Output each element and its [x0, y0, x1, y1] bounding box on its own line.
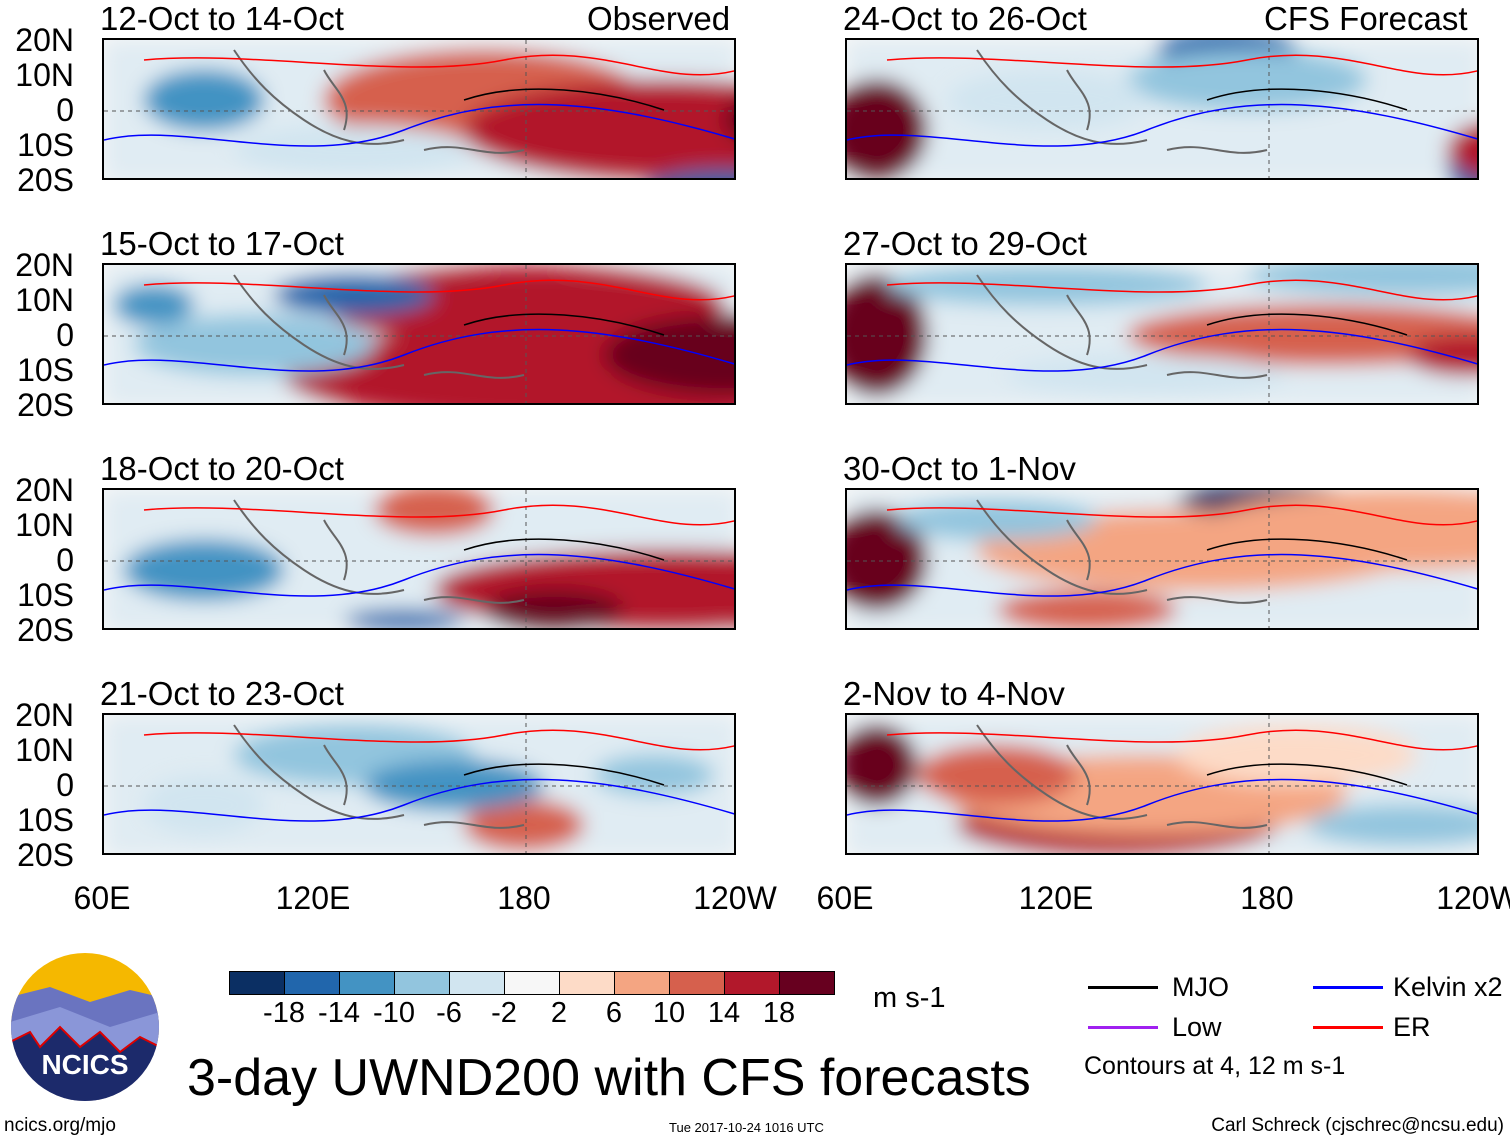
colorbar-label: 6	[605, 997, 623, 1029]
colorbar-label: 14	[707, 997, 741, 1029]
panel-title: 30-Oct to 1-Nov	[843, 450, 1076, 487]
lat-label: 10S	[17, 127, 74, 163]
panel-title: 27-Oct to 29-Oct	[843, 225, 1087, 262]
lon-label: 60E	[73, 880, 131, 916]
colorbar-swatch	[560, 972, 615, 994]
colorbar-label: -18	[263, 997, 305, 1029]
lat-label: 10N	[15, 732, 74, 768]
colorbar-label: 2	[550, 997, 568, 1029]
lat-label: 10N	[15, 282, 74, 318]
lat-label: 10S	[17, 352, 74, 388]
colorbar-swatch	[230, 972, 285, 994]
lat-label: 20S	[17, 612, 74, 648]
panel-title: 12-Oct to 14-Oct	[100, 0, 344, 37]
legend-er: ER	[1393, 1012, 1431, 1042]
lat-label: 0	[56, 92, 74, 128]
colorbar	[229, 971, 835, 995]
legend-mjo: MJO	[1172, 972, 1229, 1002]
lat-label: 20N	[15, 247, 74, 283]
footer-author: Carl Schreck (cjschrec@ncsu.edu)	[1211, 1115, 1504, 1136]
lat-label: 20N	[15, 697, 74, 733]
lat-label: 20S	[17, 162, 74, 198]
footer-url: ncics.org/mjo	[4, 1115, 116, 1136]
lat-label: 10S	[17, 802, 74, 838]
colorbar-swatch	[340, 972, 395, 994]
colorbar-swatch	[725, 972, 780, 994]
colorbar-swatch	[670, 972, 725, 994]
colorbar-swatch	[450, 972, 505, 994]
contour-note: Contours at 4, 12 m s-1	[1084, 1052, 1346, 1080]
lat-label: 20N	[15, 22, 74, 58]
legend-mjo-line	[1088, 986, 1158, 989]
map-panel	[102, 263, 736, 405]
colorbar-swatch	[395, 972, 450, 994]
lat-label: 20N	[15, 472, 74, 508]
legend-low-line	[1088, 1026, 1158, 1029]
map-panel	[845, 713, 1479, 855]
lat-label: 10S	[17, 577, 74, 613]
lon-label: 180	[497, 880, 551, 916]
figure-title: 3-day UWND200 with CFS forecasts	[187, 1049, 1031, 1107]
colorbar-label: -6	[436, 997, 462, 1029]
map-panel	[102, 488, 736, 630]
legend-kelvin-line	[1313, 986, 1383, 989]
colorbar-units: m s-1	[873, 982, 946, 1014]
map-panel	[845, 263, 1479, 405]
lat-label: 10N	[15, 507, 74, 543]
lat-label: 0	[56, 542, 74, 578]
map-panel	[845, 488, 1479, 630]
lat-label: 0	[56, 767, 74, 803]
lon-label: 120E	[275, 880, 351, 916]
legend-low: Low	[1172, 1012, 1222, 1042]
forecast-label: CFS Forecast	[1264, 0, 1468, 37]
lon-label: 120W	[1436, 880, 1510, 916]
panel-title: 24-Oct to 26-Oct	[843, 0, 1087, 37]
colorbar-swatch	[615, 972, 670, 994]
legend-er-line	[1313, 1026, 1383, 1029]
panel-title: 21-Oct to 23-Oct	[100, 675, 344, 712]
lat-label: 20S	[17, 837, 74, 873]
map-panel	[102, 38, 736, 180]
lon-label: 180	[1240, 880, 1294, 916]
panel-title: 18-Oct to 20-Oct	[100, 450, 344, 487]
lon-label: 120W	[693, 880, 777, 916]
legend-kelvin: Kelvin x2	[1393, 972, 1503, 1002]
lat-label: 0	[56, 317, 74, 353]
colorbar-label: 10	[652, 997, 686, 1029]
colorbar-swatch	[285, 972, 340, 994]
panel-title: 2-Nov to 4-Nov	[843, 675, 1065, 712]
map-panel	[102, 713, 736, 855]
ncics-logo: NCICS	[11, 953, 159, 1101]
colorbar-swatch	[505, 972, 560, 994]
footer-timestamp: Tue 2017-10-24 1016 UTC	[669, 1120, 824, 1135]
observed-label: Observed	[587, 0, 731, 37]
lon-label: 60E	[816, 880, 874, 916]
colorbar-label: -10	[373, 997, 415, 1029]
logo-text: NCICS	[41, 1049, 128, 1080]
lat-label: 10N	[15, 57, 74, 93]
lon-label: 120E	[1018, 880, 1094, 916]
colorbar-swatch	[780, 972, 834, 994]
colorbar-label: -14	[318, 997, 360, 1029]
colorbar-label: -2	[491, 997, 517, 1029]
colorbar-label: 18	[762, 997, 796, 1029]
panel-title: 15-Oct to 17-Oct	[100, 225, 344, 262]
lat-label: 20S	[17, 387, 74, 423]
map-panel	[845, 38, 1479, 180]
